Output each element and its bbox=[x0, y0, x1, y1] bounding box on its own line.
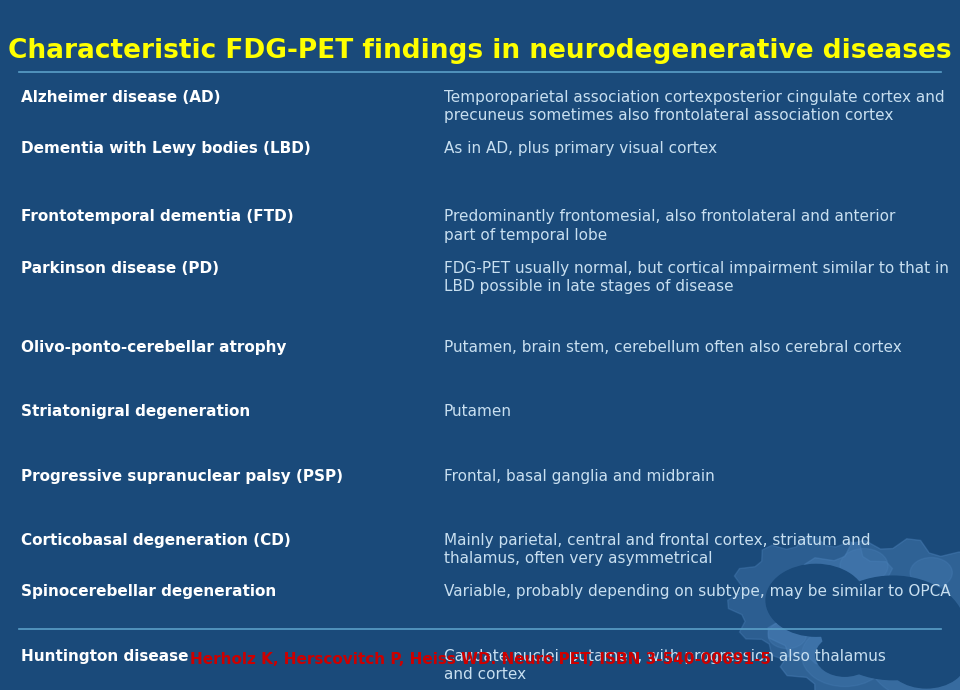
Text: Parkinson disease (PD): Parkinson disease (PD) bbox=[21, 261, 219, 276]
Text: Herholz K, Herscovitch P, Heiss WD. Neuro PET, ISBN 3-540-00691-5: Herholz K, Herscovitch P, Heiss WD. Neur… bbox=[189, 652, 771, 667]
Circle shape bbox=[802, 624, 888, 687]
Polygon shape bbox=[768, 539, 960, 690]
Text: Caudate nuclei, putamen, with progression also thalamus
and cortex: Caudate nuclei, putamen, with progressio… bbox=[444, 649, 885, 682]
Circle shape bbox=[768, 621, 806, 649]
Text: Corticobasal degeneration (CD): Corticobasal degeneration (CD) bbox=[21, 533, 291, 548]
Text: Huntington disease: Huntington disease bbox=[21, 649, 188, 664]
Text: Putamen, brain stem, cerebellum often also cerebral cortex: Putamen, brain stem, cerebellum often al… bbox=[444, 340, 901, 355]
Text: Predominantly frontomesial, also frontolateral and anterior
part of temporal lob: Predominantly frontomesial, also frontol… bbox=[444, 209, 895, 243]
Text: Mainly parietal, central and frontal cortex, striatum and
thalamus, often very a: Mainly parietal, central and frontal cor… bbox=[444, 533, 870, 566]
Text: Alzheimer disease (AD): Alzheimer disease (AD) bbox=[21, 90, 221, 105]
Circle shape bbox=[910, 558, 952, 588]
Circle shape bbox=[869, 618, 960, 690]
Text: Frontotemporal dementia (FTD): Frontotemporal dementia (FTD) bbox=[21, 209, 294, 224]
Text: Dementia with Lewy bodies (LBD): Dementia with Lewy bodies (LBD) bbox=[21, 141, 311, 157]
Polygon shape bbox=[728, 537, 904, 664]
Text: Olivo-ponto-cerebellar atrophy: Olivo-ponto-cerebellar atrophy bbox=[21, 340, 287, 355]
Circle shape bbox=[816, 635, 874, 676]
Circle shape bbox=[840, 549, 888, 583]
Text: Striatonigral degeneration: Striatonigral degeneration bbox=[21, 404, 251, 420]
Text: Progressive supranuclear palsy (PSP): Progressive supranuclear palsy (PSP) bbox=[21, 469, 343, 484]
Text: As in AD, plus primary visual cortex: As in AD, plus primary visual cortex bbox=[444, 141, 717, 157]
Circle shape bbox=[821, 576, 960, 680]
Text: Putamen: Putamen bbox=[444, 404, 512, 420]
Text: FDG-PET usually normal, but cortical impairment similar to that in
LBD possible : FDG-PET usually normal, but cortical imp… bbox=[444, 261, 948, 295]
Text: Temporoparietal association cortexposterior cingulate cortex and
precuneus somet: Temporoparietal association cortexposter… bbox=[444, 90, 944, 124]
Text: Frontal, basal ganglia and midbrain: Frontal, basal ganglia and midbrain bbox=[444, 469, 714, 484]
Text: Characteristic FDG-PET findings in neurodegenerative diseases: Characteristic FDG-PET findings in neuro… bbox=[9, 38, 951, 64]
Circle shape bbox=[886, 630, 960, 688]
Circle shape bbox=[766, 564, 866, 636]
Text: Variable, probably depending on subtype, may be similar to OPCA: Variable, probably depending on subtype,… bbox=[444, 584, 950, 600]
Text: Spinocerebellar degeneration: Spinocerebellar degeneration bbox=[21, 584, 276, 600]
